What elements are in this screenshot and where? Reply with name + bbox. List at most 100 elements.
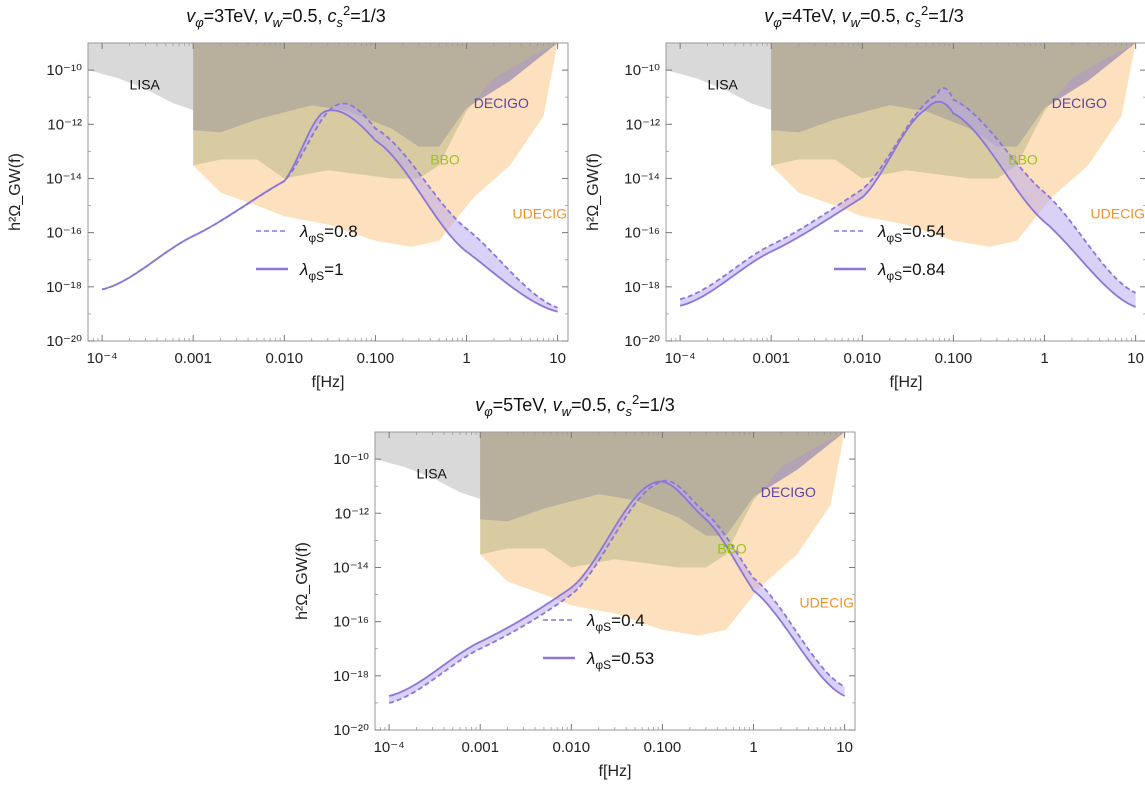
legend-lambda: λ [586, 649, 595, 668]
x-tick-label: 10 [1127, 350, 1144, 367]
decigo-label: DECIGO [1052, 95, 1107, 111]
chart-title: vφ=3TeV, vw=0.5, cs2=1/3 [186, 3, 386, 30]
title-w: v [837, 6, 852, 26]
title-c-sup: 2 [921, 3, 928, 18]
lisa-region [88, 43, 197, 112]
y-tick-label: 10⁻¹⁴ [333, 559, 369, 576]
legend-sub: φS [308, 269, 324, 283]
title-c: c [323, 6, 337, 26]
x-axis-label: f[Hz] [890, 374, 923, 391]
y-tick-label: 10⁻¹⁸ [46, 279, 82, 296]
legend-value: =0.8 [324, 222, 358, 241]
y-axis-label: h²Ω_GW(f) [294, 542, 311, 620]
x-tick-label: 10⁻⁴ [665, 350, 696, 367]
x-tick-label: 1 [749, 739, 757, 756]
legend-sub: φS [595, 658, 611, 672]
series-line-dashed [388, 479, 846, 704]
y-tick-label: 10⁻¹⁶ [333, 614, 369, 631]
bbo-label: BBO [1008, 152, 1038, 168]
udecigo-label: UDECIGO [1091, 206, 1145, 222]
title-w: v [548, 395, 563, 415]
decigo-label: DECIGO [761, 484, 816, 500]
legend-lambda: λ [877, 260, 886, 279]
legend-label: λφS=0.8 [299, 222, 358, 245]
x-tick-label: 0.100 [935, 350, 973, 367]
series-band [680, 88, 1136, 307]
x-axis-label: f[Hz] [599, 763, 632, 780]
title-c: c [612, 395, 626, 415]
y-tick-label: 10⁻²⁰ [333, 722, 369, 739]
title-w-val: =0.5, [571, 395, 612, 415]
legend-sub: φS [886, 231, 902, 245]
y-tick-label: 10⁻¹² [334, 505, 369, 522]
lisa-label: LISA [708, 76, 739, 92]
series-line-solid [679, 100, 1136, 308]
y-tick-label: 10⁻¹² [625, 116, 660, 133]
title-w-sub: w [851, 15, 862, 30]
y-tick-label: 10⁻¹⁰ [333, 451, 369, 468]
bbo-label: BBO [430, 152, 460, 168]
legend-lambda: λ [299, 260, 308, 279]
title-v-sub: φ [773, 15, 782, 30]
title-v: v [764, 6, 774, 26]
x-tick-label: 0.100 [644, 739, 682, 756]
title-c-sub: s [626, 404, 633, 419]
bbo-region [480, 432, 845, 568]
x-tick-label: 0.010 [553, 739, 591, 756]
x-axis-label: f[Hz] [312, 374, 345, 391]
legend-value: =1 [324, 260, 343, 279]
title-w-sub: w [562, 404, 573, 419]
chart-panel-3: LISA DECIGO BBO UDECIGO 10⁻⁴ 0.001 0.010 0.100 1… [294, 392, 856, 780]
bbo-region [193, 43, 558, 179]
x-tick-label: 0.010 [844, 350, 882, 367]
legend-label: λφS=0.53 [586, 649, 654, 672]
y-tick-label: 10⁻¹⁴ [624, 170, 660, 187]
chart-panel-1: LISA DECIGO BBO UDECIGO 10⁻⁴ 0.001 0.010 0.100 1… [7, 3, 578, 391]
lisa-region [375, 432, 484, 501]
x-tick-label: 0.100 [357, 350, 395, 367]
legend-lambda: λ [877, 222, 886, 241]
y-axis-label: h²Ω_GW(f) [585, 153, 602, 231]
plot-area: LISA DECIGO BBO UDECIGO [375, 432, 855, 704]
x-tick-label: 0.001 [174, 350, 212, 367]
title-v-val: =5TeV, [493, 395, 548, 415]
x-tick-label: 10⁻⁴ [87, 350, 118, 367]
x-tick-label: 10 [549, 350, 566, 367]
series-line-solid [101, 109, 558, 313]
title-w-val: =0.5, [860, 6, 901, 26]
title-v-val: =4TeV, [782, 6, 837, 26]
title-c-sub: s [915, 15, 922, 30]
x-tick-label: 10⁻⁴ [374, 739, 405, 756]
y-axis-label: h²Ω_GW(f) [7, 153, 24, 231]
title-v-val: =3TeV, [204, 6, 259, 26]
x-tick-label: 1 [462, 350, 470, 367]
title-v-sub: φ [484, 404, 493, 419]
plot-area: LISA DECIGO BBO UDECIGO [88, 43, 578, 313]
legend-value: =0.53 [611, 649, 654, 668]
lisa-region [666, 43, 775, 112]
title-v-sub: φ [195, 15, 204, 30]
y-tick-label: 10⁻²⁰ [46, 333, 82, 350]
y-tick-label: 10⁻¹⁶ [46, 225, 82, 242]
legend-value: =0.54 [902, 222, 945, 241]
title-v: v [475, 395, 485, 415]
legend-label: λφS=0.84 [877, 260, 945, 283]
title-c-sup: 2 [632, 392, 639, 407]
title-v: v [186, 6, 196, 26]
title-c-val: =1/3 [350, 6, 386, 26]
y-tick-label: 10⁻¹² [47, 116, 82, 133]
x-tick-label: 1 [1040, 350, 1048, 367]
legend-lambda: λ [299, 222, 308, 241]
lisa-label: LISA [130, 76, 161, 92]
legend-value: =0.84 [902, 260, 945, 279]
title-w-val: =0.5, [282, 6, 323, 26]
x-tick-label: 0.010 [266, 350, 304, 367]
chart-title: vφ=5TeV, vw=0.5, cs2=1/3 [475, 392, 675, 419]
y-tick-label: 10⁻¹⁸ [333, 668, 369, 685]
x-tick-label: 0.001 [461, 739, 499, 756]
title-c-sub: s [337, 15, 344, 30]
udecigo-label: UDECIGO [513, 206, 578, 222]
y-tick-label: 10⁻¹⁴ [46, 170, 82, 187]
